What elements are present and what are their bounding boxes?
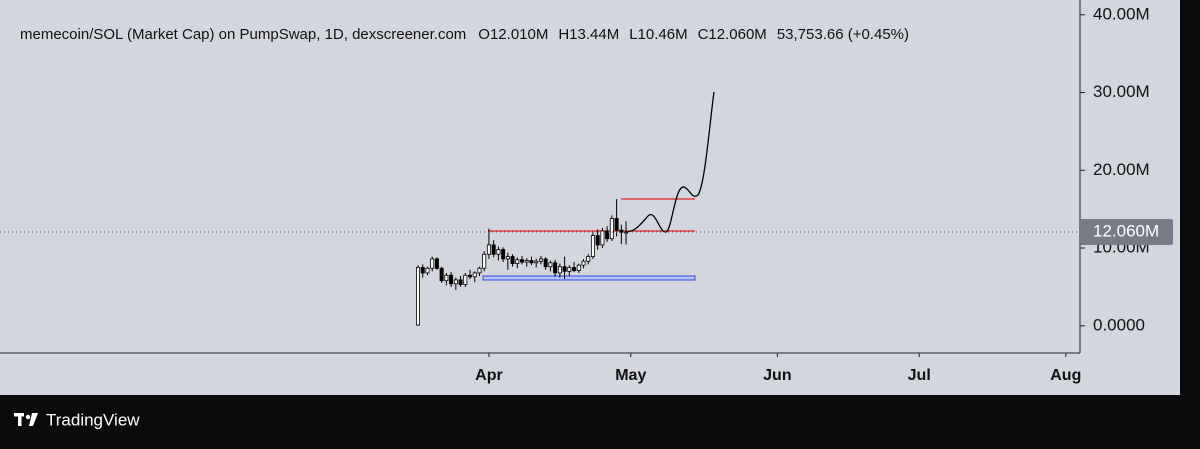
- range-box: [482, 275, 696, 281]
- chart-background: [0, 0, 1180, 395]
- candle-body: [491, 244, 496, 255]
- candle-body: [416, 267, 421, 326]
- candle-body: [430, 258, 435, 269]
- chart-title: memecoin/SOL (Market Cap) on PumpSwap, 1…: [20, 26, 466, 43]
- candle-body: [515, 259, 520, 264]
- candle-body: [463, 274, 468, 285]
- candle-body: [590, 235, 595, 257]
- candle-body: [529, 260, 534, 264]
- candle-body: [548, 262, 553, 268]
- candle-body: [609, 218, 614, 240]
- candle-body: [449, 274, 454, 285]
- candle-body: [557, 266, 562, 274]
- y-tick-label: 30.00M: [1093, 82, 1150, 101]
- legend-value: O12.010M: [478, 26, 548, 43]
- x-tick-label: Aug: [1050, 367, 1081, 384]
- candle-body: [501, 249, 506, 260]
- candle-body: [614, 218, 619, 231]
- candle-body: [600, 230, 605, 246]
- candle-body: [496, 249, 501, 255]
- brand-logo: [14, 413, 38, 426]
- y-tick-label: 0.0000: [1093, 315, 1145, 334]
- chart-header: memecoin/SOL (Market Cap) on PumpSwap, 1…: [20, 26, 909, 43]
- candle-body: [468, 274, 473, 278]
- candle-body: [510, 256, 515, 264]
- candle-body: [520, 259, 525, 263]
- candle-body: [505, 256, 510, 260]
- candle-body: [444, 274, 449, 282]
- candle-body: [477, 267, 482, 274]
- candle-body: [524, 260, 529, 263]
- legend-value: C12.060M: [698, 26, 767, 43]
- brand-name: TradingView: [46, 410, 140, 429]
- x-tick-label: Apr: [475, 367, 503, 384]
- legend-value: H13.44M: [558, 26, 619, 43]
- candle-body: [619, 229, 624, 233]
- candle-body: [562, 266, 567, 272]
- candle-body: [572, 267, 577, 271]
- candle-body: [472, 272, 477, 278]
- candle-body: [482, 253, 487, 269]
- candle-body: [458, 279, 463, 285]
- candle-body: [538, 258, 543, 262]
- candle-body: [534, 260, 539, 264]
- candle-body: [586, 256, 591, 262]
- y-tick-label: 40.00M: [1093, 4, 1150, 23]
- candle-body: [453, 279, 458, 285]
- candle-body: [576, 264, 581, 271]
- candle-body: [425, 267, 430, 274]
- y-tick-label: 20.00M: [1093, 160, 1150, 179]
- candle-body: [581, 260, 586, 266]
- x-tick-label: Jul: [908, 367, 931, 384]
- legend-value: L10.46M: [629, 26, 687, 43]
- candle-body: [439, 267, 444, 282]
- projection-curve: [624, 91, 715, 233]
- candle-body: [553, 262, 558, 274]
- last-price-box: [1080, 219, 1173, 246]
- candle-body: [595, 235, 600, 246]
- legend-value: 53,753.66 (+0.45%): [777, 26, 909, 43]
- x-tick-label: Jun: [763, 367, 791, 384]
- candle-body: [567, 267, 572, 272]
- candle-body: [434, 258, 439, 269]
- last-price-label: 12.060M: [1093, 222, 1159, 241]
- candle-body: [486, 244, 491, 255]
- candle-body: [605, 230, 610, 240]
- candle-body: [543, 258, 548, 268]
- candle-body: [420, 267, 425, 274]
- x-tick-label: May: [615, 367, 646, 384]
